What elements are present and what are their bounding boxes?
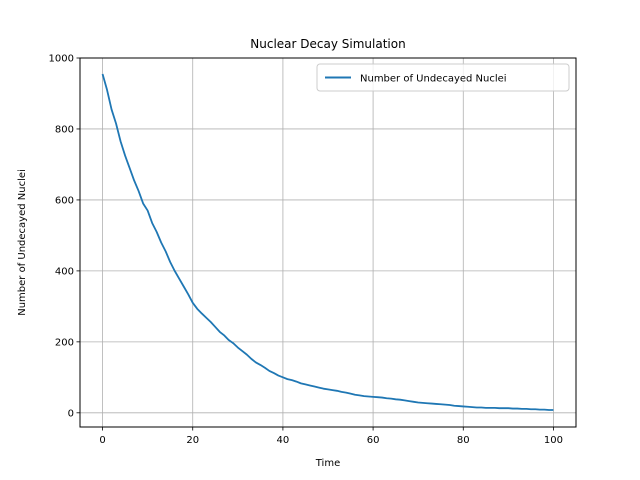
x-tick-label: 100 (544, 435, 563, 446)
x-tick-label: 0 (99, 435, 105, 446)
x-tick-label: 40 (277, 435, 290, 446)
grid (80, 57, 576, 427)
chart-title: Nuclear Decay Simulation (250, 37, 405, 51)
x-tick-label: 20 (186, 435, 199, 446)
y-tick-label: 0 (68, 408, 74, 419)
legend-box (316, 63, 570, 92)
legend: Number of Undecayed Nuclei (316, 63, 570, 92)
series-line (101, 73, 554, 411)
legend-label: Number of Undecayed Nuclei (360, 74, 507, 85)
y-axis-label: Number of Undecayed Nuclei (17, 169, 28, 316)
x-tick-label: 60 (367, 435, 380, 446)
y-tick-label: 600 (55, 195, 74, 206)
x-tick-label: 80 (457, 435, 470, 446)
x-axis-label: Time (315, 458, 340, 469)
y-tick-label: 400 (55, 266, 74, 277)
y-tick-label: 1000 (49, 54, 74, 65)
series-layer (101, 73, 554, 411)
y-tick-label: 200 (55, 337, 74, 348)
plot-frame (79, 57, 577, 428)
y-tick-label: 800 (55, 124, 74, 135)
